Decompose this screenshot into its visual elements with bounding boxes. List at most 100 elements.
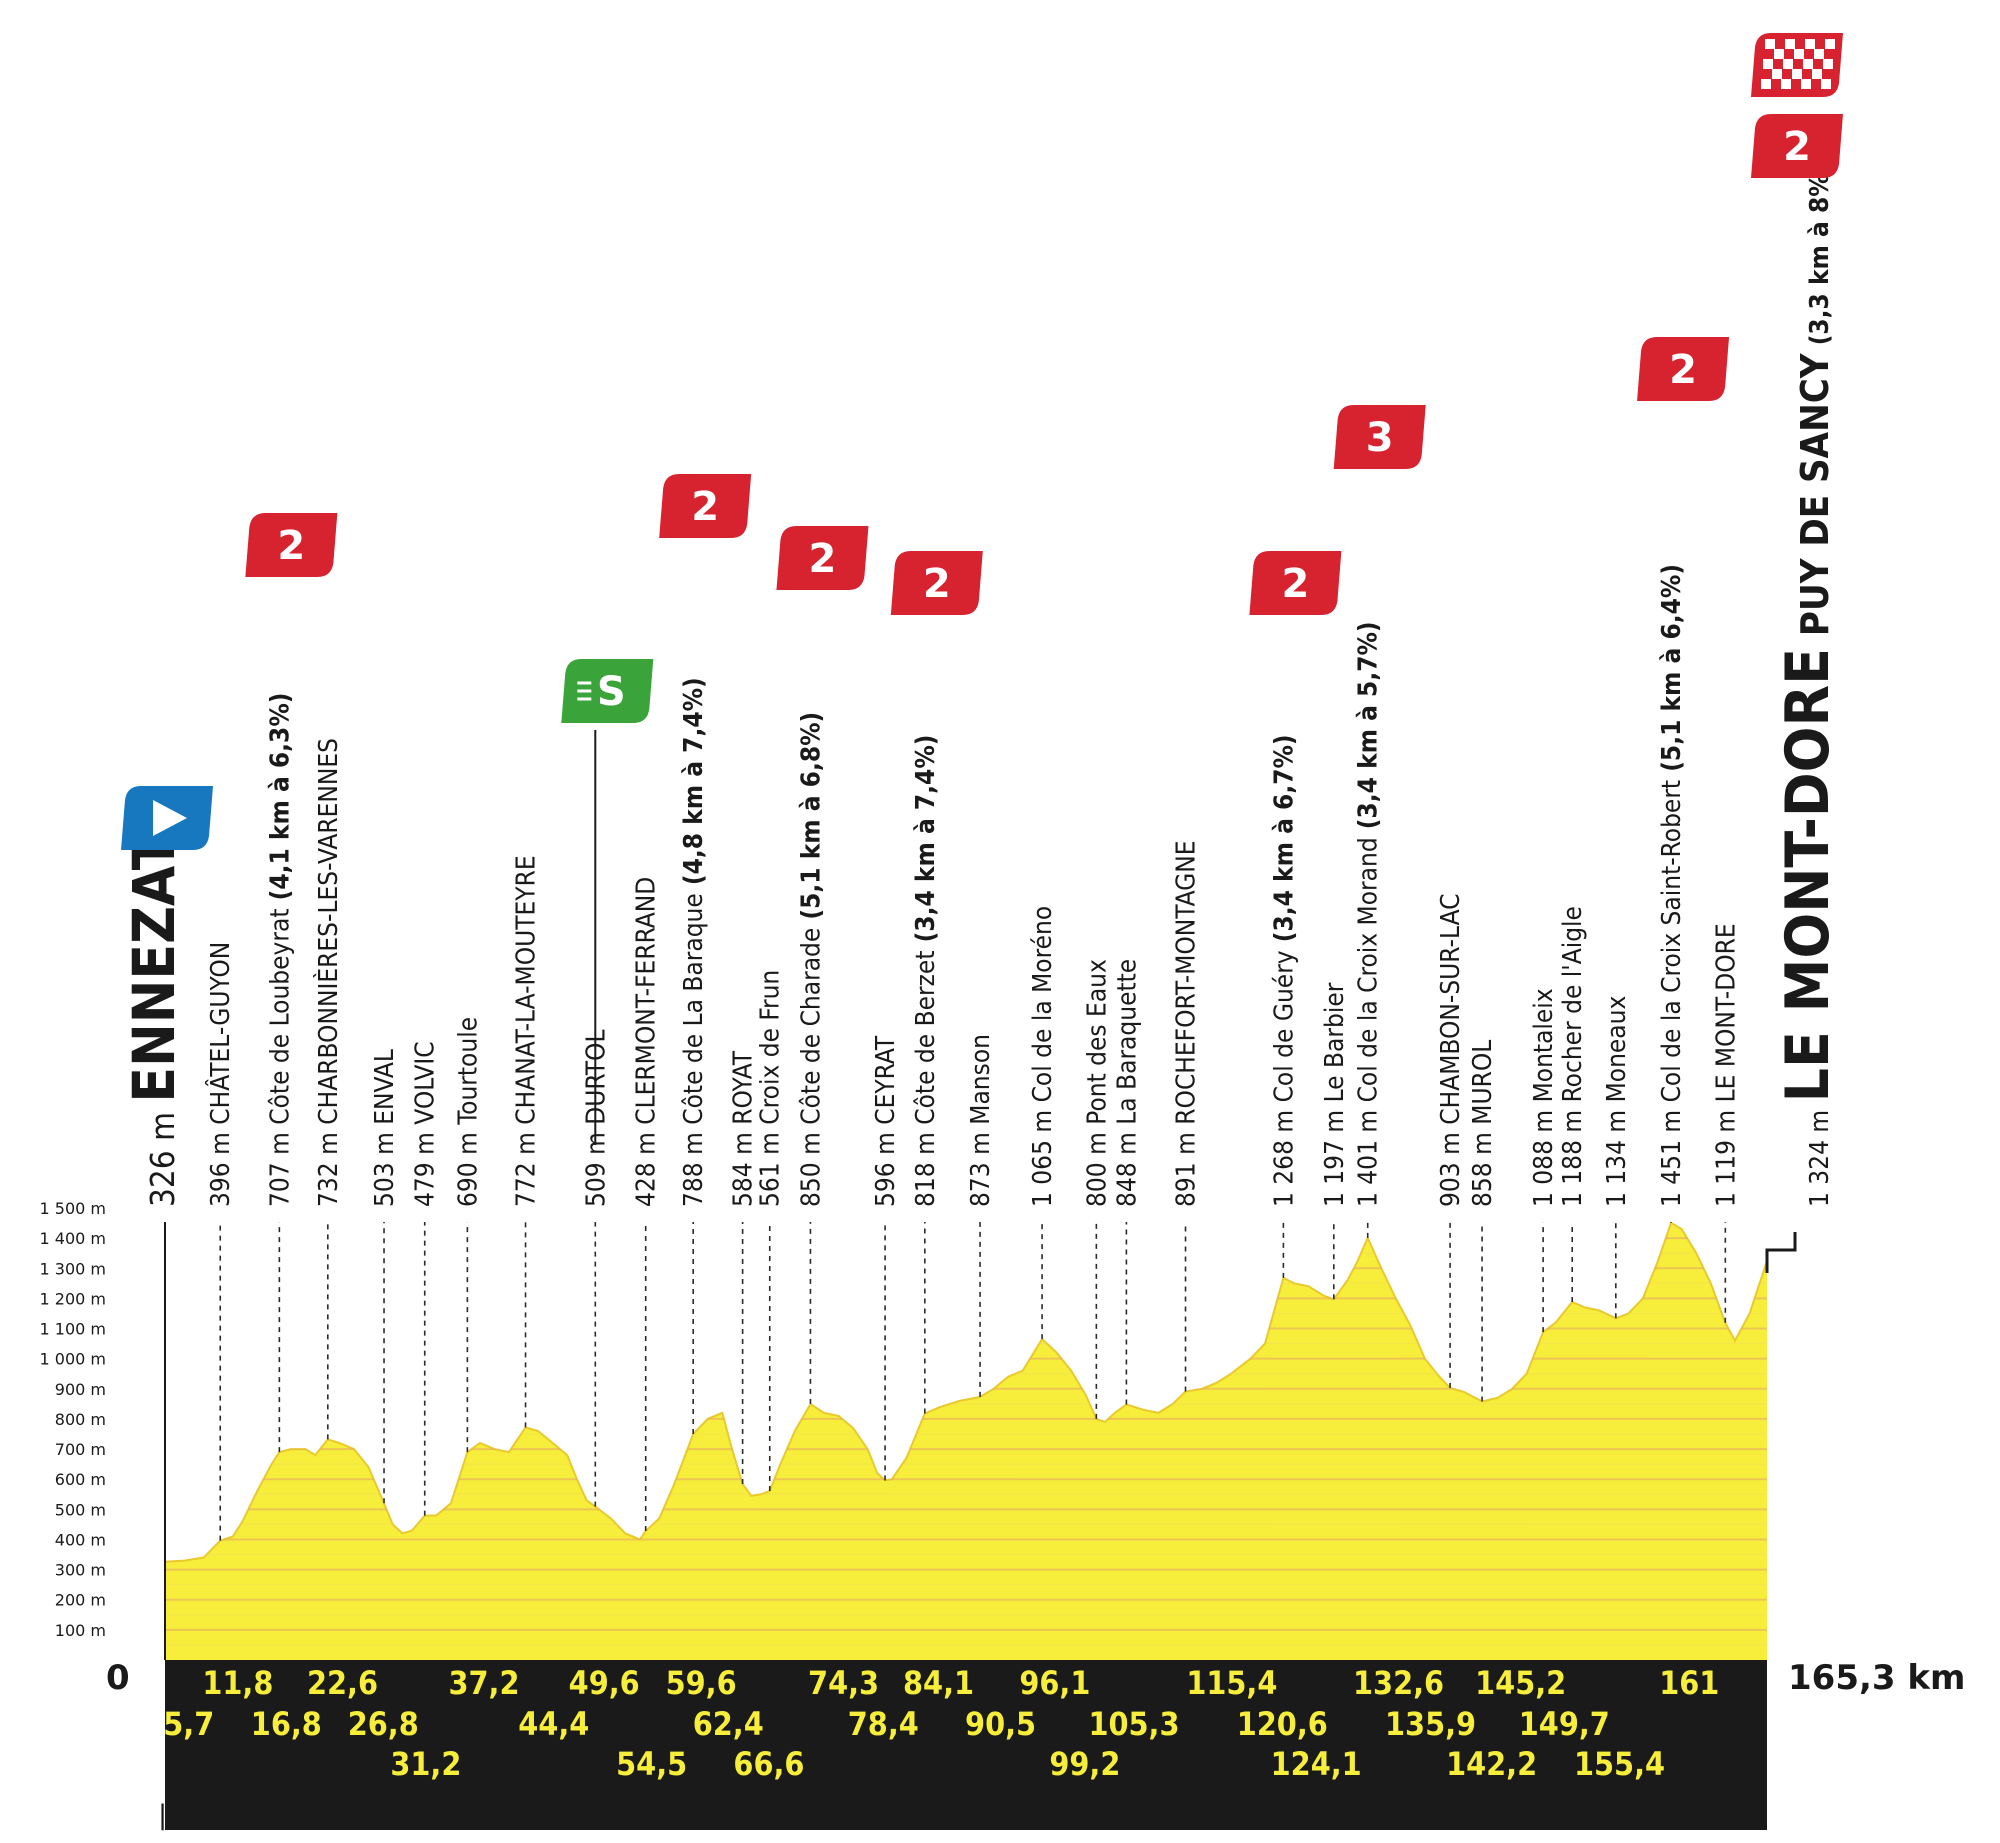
waypoint-name: Moneaux [1602, 996, 1632, 1103]
km-band-background [165, 1660, 1767, 1830]
y-tick-label: 500 m [55, 1500, 106, 1519]
waypoint-altitude: 479 m [411, 1125, 441, 1207]
waypoint-label: 428 m CLERMONT-FERRAND [632, 877, 662, 1207]
waypoint-label: 396 m CHÂTEL-GUYON [204, 942, 236, 1207]
km-label: 16,8 [251, 1705, 322, 1743]
waypoint-altitude: 873 m [966, 1125, 996, 1207]
waypoint-detail: (4,1 km à 6,3%) [265, 693, 295, 909]
waypoint-label: 1 324 m LE MONT-DORE PUY DE SANCY (3,3 k… [1773, 163, 1843, 1207]
y-tick-label: 400 m [55, 1530, 106, 1549]
waypoint-altitude: 428 m [632, 1125, 662, 1207]
checker-square [1785, 39, 1795, 49]
waypoint-label: 707 m Côte de Loubeyrat (4,1 km à 6,3%) [265, 693, 295, 1207]
waypoint-label: 1 119 m LE MONT-DORE [1711, 923, 1741, 1207]
waypoint-altitude: 1 134 m [1602, 1102, 1632, 1207]
waypoint-altitude: 818 m [911, 1125, 941, 1207]
waypoint-label: 326 m ENNEZAT [120, 834, 188, 1207]
waypoint-detail: (3,4 km à 7,4%) [911, 735, 941, 951]
waypoint-altitude: 396 m [206, 1125, 236, 1207]
checker-square [1803, 59, 1813, 69]
km-label: 155,4 [1574, 1745, 1665, 1783]
waypoint-label: 891 m ROCHEFORT-MONTAGNE [1172, 840, 1202, 1207]
waypoint-altitude: 509 m [581, 1125, 611, 1207]
climb-category-badge [1249, 551, 1342, 615]
waypoint-altitude: 596 m [871, 1125, 901, 1207]
km-label: 5,7 [163, 1705, 214, 1743]
waypoint-name: Manson [966, 1034, 996, 1125]
waypoint-altitude: 1 268 m [1269, 1102, 1299, 1207]
y-tick-label: 200 m [55, 1591, 106, 1610]
region-label: |PUY-DE-DÔME [158, 1800, 357, 1831]
waypoint-detail: (3,4 km à 5,7%) [1354, 621, 1384, 837]
start-arrow-icon [153, 800, 187, 836]
waypoint-label: 479 m VOLVIC [411, 1041, 441, 1207]
checker-square [1783, 59, 1793, 69]
y-axis: 100 m 200 m 300 m 400 m 500 m 600 m 700 m 800 m… [40, 1199, 106, 1640]
waypoint-name: Côte de Loubeyrat [265, 909, 295, 1125]
waypoint-label: 903 m CHAMBON-SUR-LAC [1436, 894, 1466, 1207]
waypoint-label: 850 m Côte de Charade (5,1 km à 6,8%) [797, 712, 827, 1207]
km-label: 37,2 [448, 1664, 519, 1702]
waypoint-detail: (5,1 km à 6,8%) [797, 712, 827, 928]
km-label: 115,4 [1186, 1664, 1277, 1702]
y-tick-label: 1 000 m [40, 1350, 106, 1369]
km-label: 26,8 [348, 1705, 419, 1743]
waypoint-label: 584 m ROYAT [729, 1050, 759, 1207]
y-tick-label: 1 500 m [40, 1199, 106, 1218]
km-label: 49,6 [569, 1664, 640, 1702]
waypoint-altitude: 772 m [512, 1125, 542, 1207]
km-label: 90,5 [965, 1705, 1036, 1743]
y-tick-label: 1 100 m [40, 1320, 106, 1339]
waypoint-altitude: 1 065 m [1028, 1102, 1058, 1207]
y-tick-label: 600 m [55, 1470, 106, 1489]
waypoint-label: 848 m La Baraquette [1112, 959, 1142, 1207]
waypoint-altitude: 561 m [756, 1125, 786, 1207]
waypoint-detail: (4,8 km à 7,4%) [679, 677, 709, 893]
waypoint-altitude: 800 m [1082, 1125, 1112, 1207]
intermediate-sprint-badge [561, 659, 654, 723]
waypoint-altitude: 858 m [1468, 1125, 1498, 1207]
climb-category-badge [245, 513, 338, 577]
waypoint-label: 503 m ENVAL [370, 1049, 400, 1207]
checker-square [1774, 49, 1784, 59]
climb-category-badge [890, 551, 983, 615]
checker-square [1765, 39, 1775, 49]
climb-category-label: 2 [809, 536, 837, 582]
sprint-letter: S [597, 669, 626, 715]
waypoint-name: La Baraquette [1112, 959, 1142, 1125]
waypoint-name: Pont des Eaux [1082, 959, 1112, 1125]
waypoint-label: 800 m Pont des Eaux [1082, 959, 1112, 1207]
checker-square [1814, 49, 1824, 59]
y-tick-label: 1 200 m [40, 1289, 106, 1308]
waypoint-label: 509 m DURTOL [581, 1030, 611, 1208]
checker-square [1823, 59, 1833, 69]
climb-category-badge [776, 526, 869, 590]
km-label: 84,1 [903, 1664, 974, 1702]
waypoint-label: 1 188 m Rocher de l'Aigle [1558, 906, 1588, 1207]
checker-square [1821, 79, 1831, 89]
waypoint-name: Rocher de l'Aigle [1558, 906, 1588, 1102]
climb-category-badge [659, 474, 752, 538]
waypoint-altitude: 788 m [679, 1125, 709, 1207]
waypoint-label: 772 m CHANAT-LA-MOUTEYRE [512, 855, 542, 1207]
waypoint-name: MUROL [1468, 1040, 1498, 1125]
waypoint-name: DURTOL [581, 1030, 611, 1125]
checker-square [1781, 79, 1791, 89]
climb-category-label: 2 [691, 484, 719, 530]
km-label: 149,7 [1519, 1705, 1610, 1743]
km-label: 74,3 [808, 1664, 879, 1702]
checker-square [1794, 49, 1804, 59]
checker-square [1805, 39, 1815, 49]
region-name: PUY-DE-DÔME [167, 1800, 357, 1831]
waypoint-label: 690 m Tourtoule [453, 1017, 483, 1207]
climb-category-label: 2 [1783, 124, 1811, 170]
waypoint-name: Côte de Berzet [911, 951, 941, 1125]
waypoint-altitude: 848 m [1112, 1125, 1142, 1207]
waypoint-altitude: 1 119 m [1711, 1102, 1741, 1207]
waypoint-altitude: 707 m [265, 1125, 295, 1207]
waypoint-name: Côte de La Baraque [679, 893, 709, 1125]
checker-square [1792, 69, 1802, 79]
climb-category-badge [1751, 114, 1843, 178]
climb-category-label: 2 [1281, 561, 1309, 607]
